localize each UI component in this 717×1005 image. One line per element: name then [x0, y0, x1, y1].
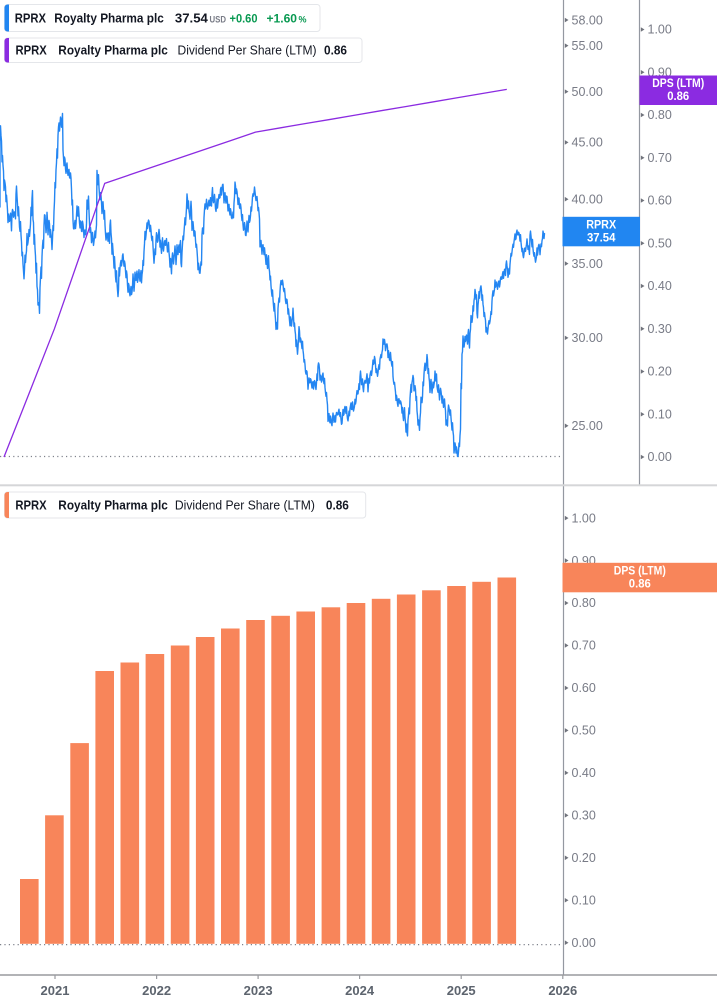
svg-text:0.30: 0.30: [648, 322, 672, 336]
svg-text:35.00: 35.00: [572, 257, 603, 271]
svg-text:Dividend Per Share (LTM): Dividend Per Share (LTM): [178, 44, 317, 58]
svg-text:0.00: 0.00: [648, 450, 672, 464]
svg-text:+0.60: +0.60: [230, 11, 258, 25]
svg-text:2022: 2022: [142, 983, 171, 998]
svg-text:0.86: 0.86: [324, 44, 347, 58]
svg-text:RPRX: RPRX: [15, 11, 47, 25]
svg-text:1.00: 1.00: [572, 511, 596, 525]
svg-text:0.50: 0.50: [648, 236, 672, 250]
svg-text:0.20: 0.20: [648, 365, 672, 379]
svg-text:55.00: 55.00: [572, 39, 603, 53]
svg-text:0.40: 0.40: [648, 279, 672, 293]
svg-text:0.70: 0.70: [648, 151, 672, 165]
svg-text:2025: 2025: [447, 983, 476, 998]
svg-text:0.50: 0.50: [572, 724, 596, 738]
svg-text:0.20: 0.20: [572, 851, 596, 865]
svg-text:RPRX: RPRX: [586, 219, 616, 231]
svg-text:37.54: 37.54: [175, 11, 208, 25]
svg-text:USD: USD: [210, 14, 227, 24]
svg-text:37.54: 37.54: [587, 232, 616, 244]
svg-text:RPRX: RPRX: [15, 498, 47, 512]
svg-text:2023: 2023: [244, 983, 273, 998]
svg-text:0.60: 0.60: [648, 194, 672, 208]
svg-text:40.00: 40.00: [572, 192, 603, 206]
svg-text:DPS (LTM): DPS (LTM): [652, 78, 704, 90]
svg-text:+1.60: +1.60: [267, 11, 298, 25]
svg-text:0.86: 0.86: [326, 498, 349, 512]
svg-text:DPS (LTM): DPS (LTM): [614, 565, 666, 577]
svg-text:0.70: 0.70: [572, 639, 596, 653]
svg-text:Royalty Pharma plc: Royalty Pharma plc: [58, 498, 168, 512]
svg-text:Dividend Per Share (LTM): Dividend Per Share (LTM): [175, 498, 315, 512]
svg-text:0.80: 0.80: [648, 108, 672, 122]
svg-text:0.10: 0.10: [572, 893, 596, 907]
svg-text:0.00: 0.00: [572, 936, 596, 950]
svg-text:30.00: 30.00: [572, 331, 603, 345]
svg-text:0.60: 0.60: [572, 681, 596, 695]
svg-text:45.00: 45.00: [572, 136, 603, 150]
svg-text:25.00: 25.00: [572, 419, 603, 433]
svg-text:RPRX: RPRX: [16, 44, 48, 58]
svg-text:2024: 2024: [345, 983, 375, 998]
svg-text:0.40: 0.40: [572, 766, 596, 780]
svg-text:%: %: [299, 14, 307, 24]
svg-text:0.30: 0.30: [572, 809, 596, 823]
svg-text:Royalty Pharma plc: Royalty Pharma plc: [54, 11, 164, 25]
svg-text:0.86: 0.86: [667, 91, 689, 103]
svg-text:58.00: 58.00: [572, 13, 603, 27]
svg-text:2021: 2021: [41, 983, 70, 998]
svg-text:0.80: 0.80: [572, 596, 596, 610]
svg-text:0.10: 0.10: [648, 407, 672, 421]
svg-text:50.00: 50.00: [572, 85, 603, 99]
svg-text:0.86: 0.86: [629, 578, 651, 590]
svg-text:Royalty Pharma plc: Royalty Pharma plc: [58, 44, 168, 58]
svg-text:2026: 2026: [548, 983, 577, 998]
svg-text:1.00: 1.00: [648, 23, 672, 37]
